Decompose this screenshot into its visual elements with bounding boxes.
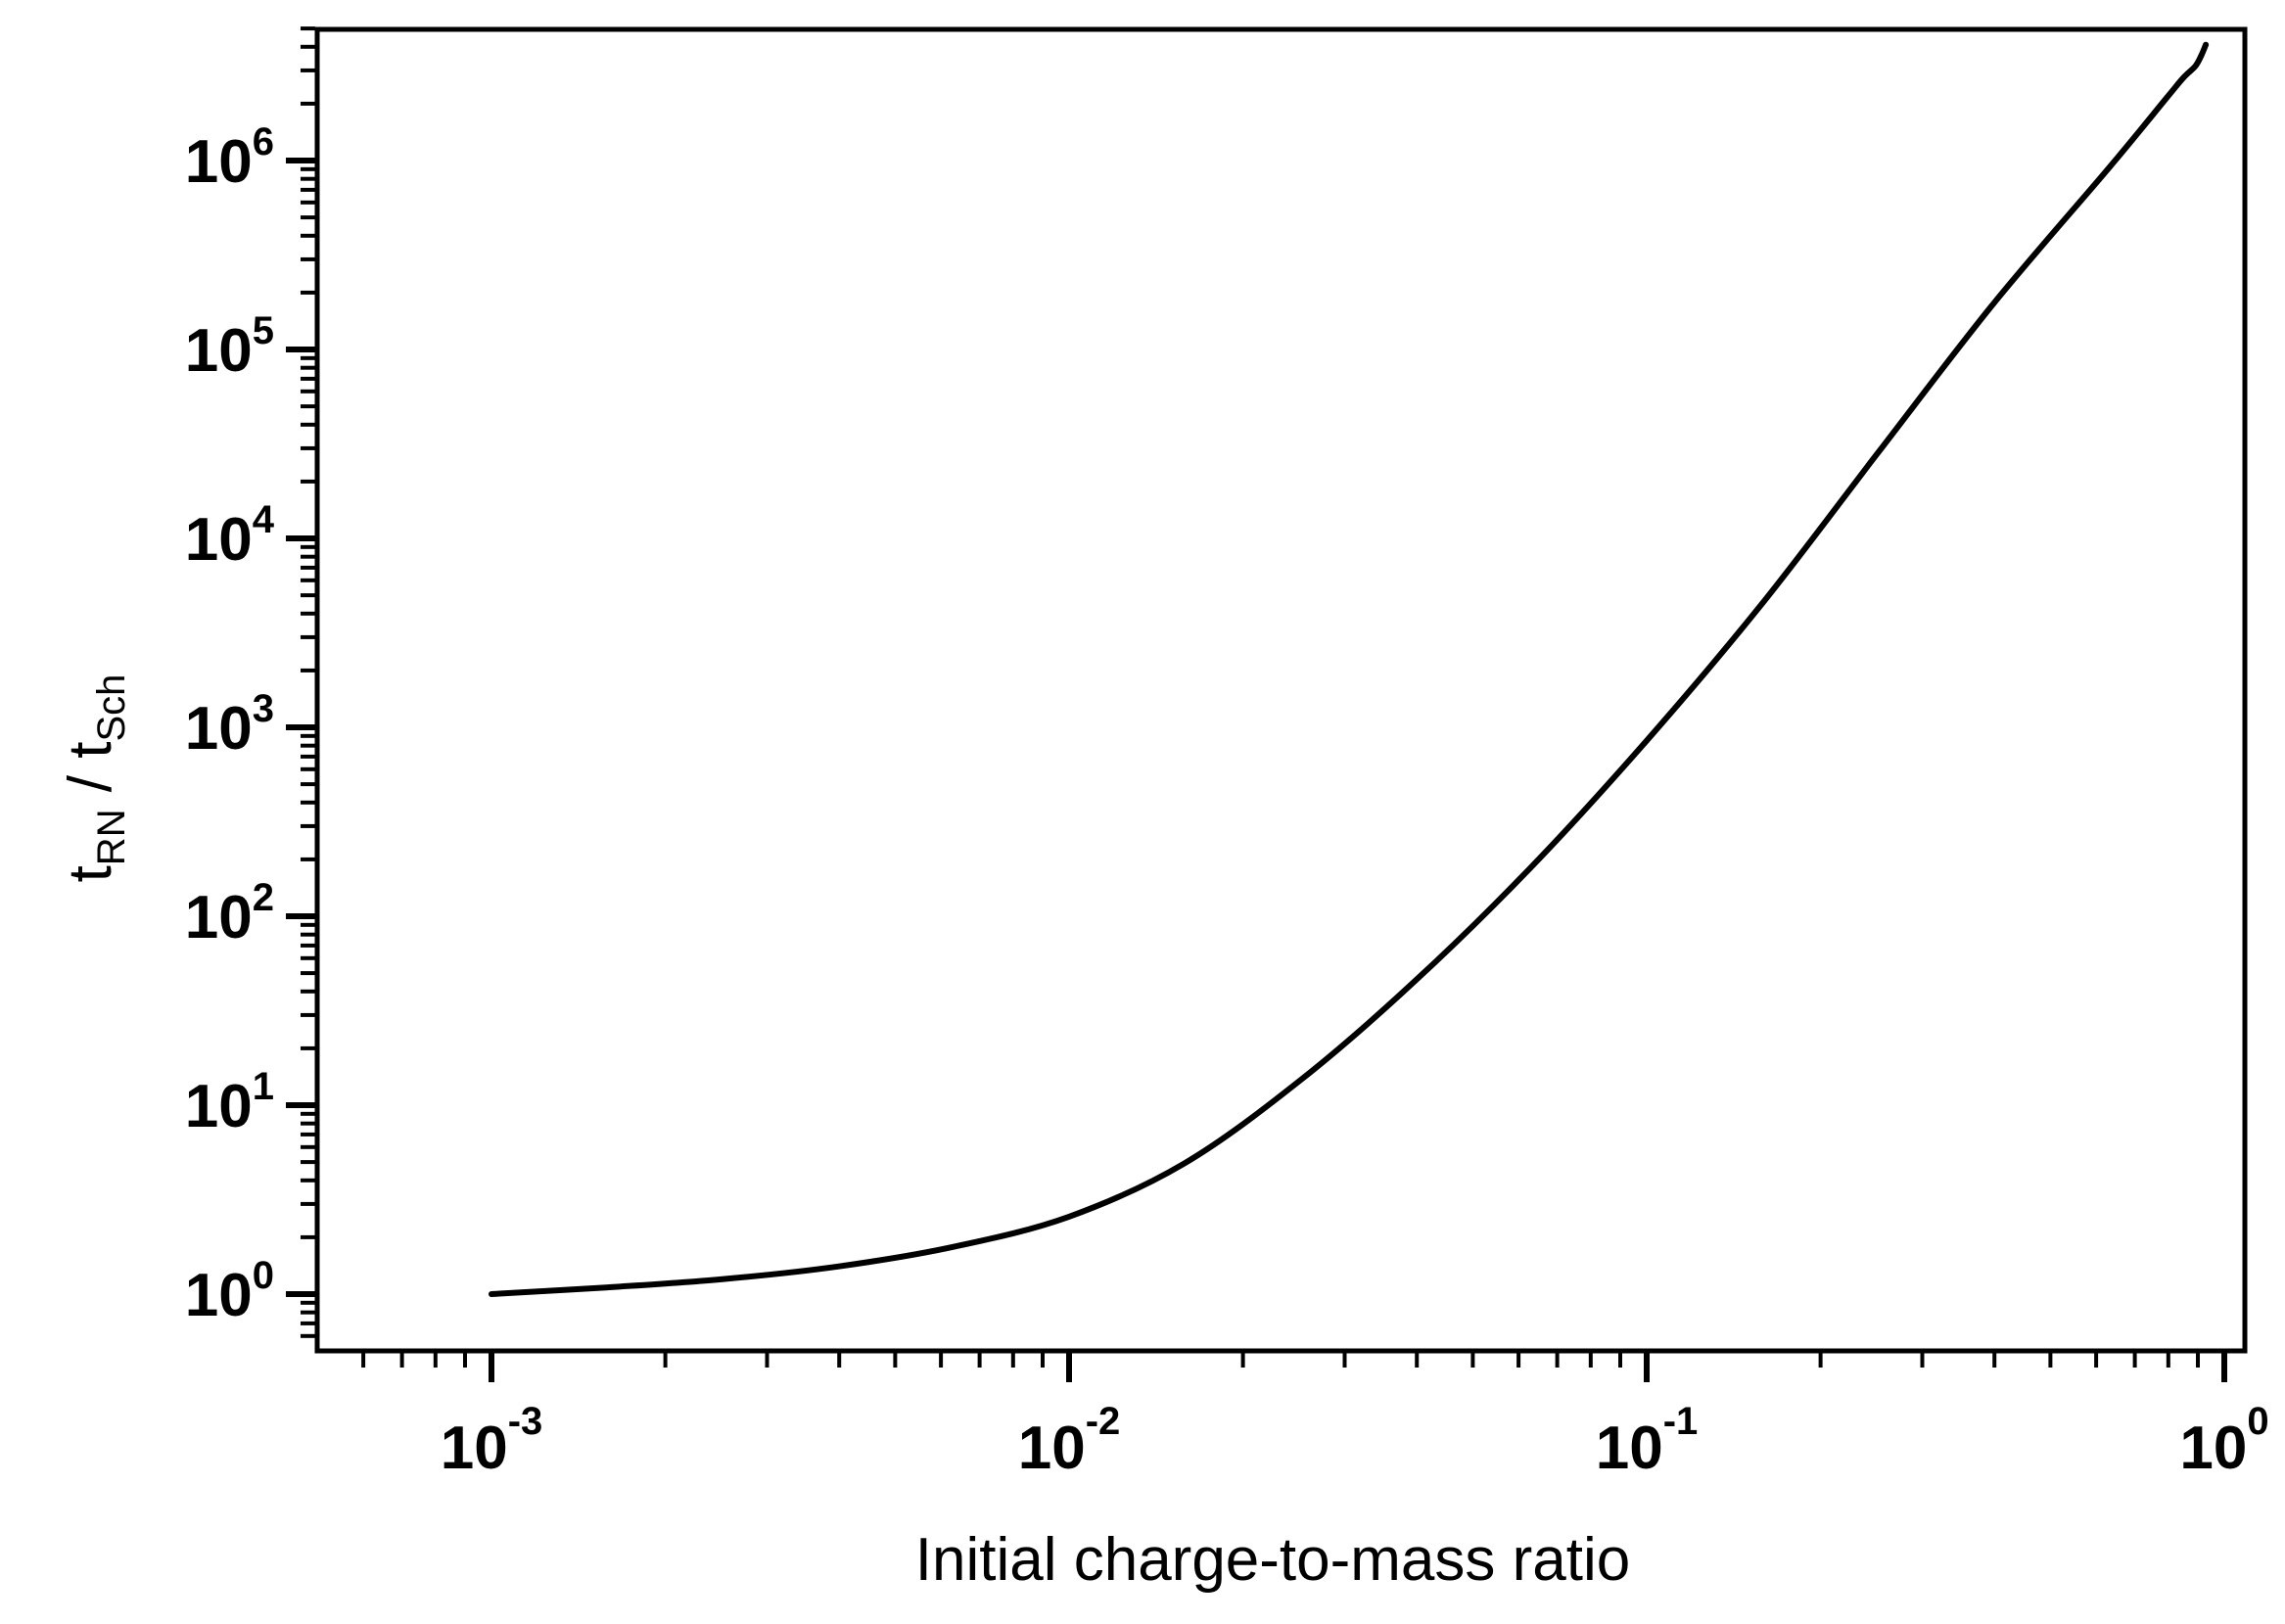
y-axis-title-text: / t	[57, 741, 124, 810]
y-ticks	[286, 26, 315, 1338]
y-axis-title-subscript: Sch	[90, 673, 133, 742]
y-axis-title: tRN / tSch	[56, 674, 134, 883]
x-ticks	[361, 1353, 2227, 1382]
x-tick-label: 10-3	[441, 1400, 543, 1482]
data-curve	[489, 41, 2210, 1297]
y-tick-label: 100	[185, 1254, 274, 1329]
x-axis-title: Initial charge-to-mass ratio	[914, 1526, 1631, 1594]
y-tick-label: 106	[185, 120, 274, 196]
y-tick-label: 105	[185, 309, 274, 385]
y-axis-title-text: t	[57, 865, 124, 883]
y-axis-title-subscript: RN	[90, 809, 133, 866]
x-tick-label: 10-1	[1596, 1400, 1699, 1482]
y-tick-labels: 100 101 102 103 104 105 106	[185, 120, 275, 1329]
y-tick-label: 103	[185, 687, 274, 763]
y-tick-label: 101	[185, 1065, 274, 1140]
x-tick-label: 100	[2179, 1400, 2268, 1482]
x-tick-labels: 10-3 10-2 10-1 100	[441, 1400, 2269, 1482]
x-tick-label: 10-2	[1018, 1400, 1121, 1482]
plot-border	[314, 26, 2248, 1354]
y-tick-label: 104	[185, 498, 275, 574]
y-tick-label: 102	[185, 876, 274, 951]
